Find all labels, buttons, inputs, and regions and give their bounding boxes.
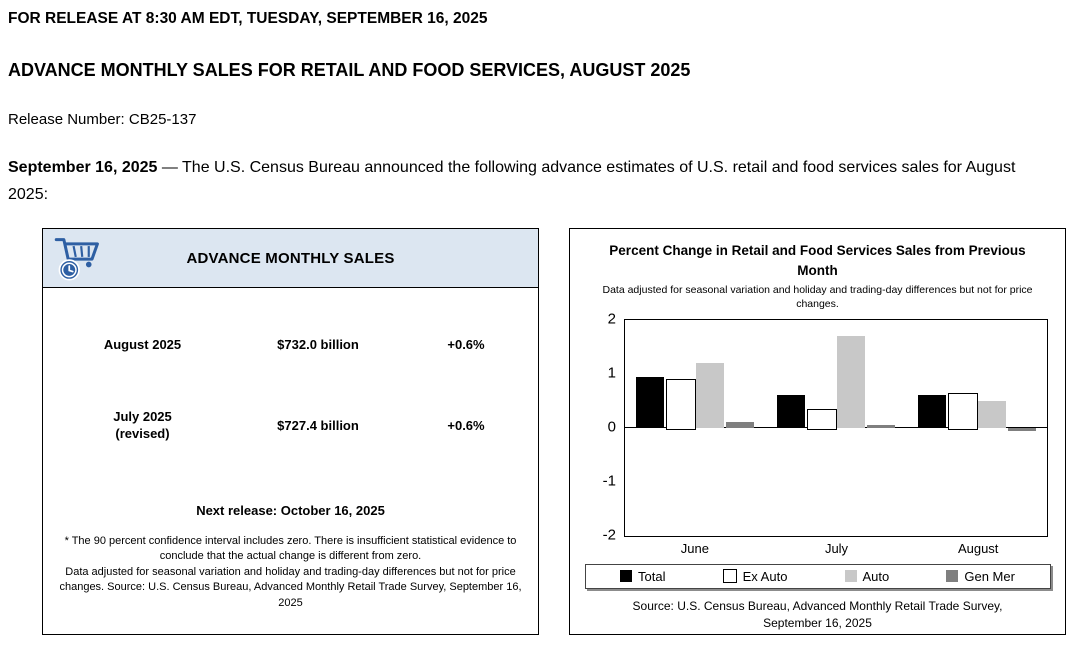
bar-ex-auto-july <box>807 408 837 430</box>
sales-box-title: ADVANCE MONTHLY SALES <box>186 249 395 267</box>
release-line: FOR RELEASE AT 8:30 AM EDT, TUESDAY, SEP… <box>8 10 488 27</box>
legend-label-total: Total <box>638 568 666 584</box>
shopping-cart-clock-icon <box>53 232 105 284</box>
bar-total-august <box>917 395 946 428</box>
bar-gen-mer-august <box>1007 427 1036 431</box>
bar-auto-july <box>837 336 865 428</box>
intro-date: September 16, 2025 <box>8 159 158 176</box>
bar-auto-august <box>977 400 1006 428</box>
period-label: July 2025 (revised) <box>113 408 172 442</box>
x-axis-labels: June July August <box>624 541 1049 556</box>
chart-area: 2 1 0 -1 -2 <box>592 310 1057 543</box>
content-columns: ADVANCE MONTHLY SALES August 2025 $732.0… <box>42 228 1067 636</box>
sales-value: $732.0 billion <box>277 337 359 353</box>
y-axis-tick-label: -2 <box>602 526 616 544</box>
bar-total-june <box>636 376 665 428</box>
y-axis-tick-label: 1 <box>607 364 616 382</box>
x-axis-label-june: June <box>680 540 709 556</box>
press-release-page: FOR RELEASE AT 8:30 AM EDT, TUESDAY, SEP… <box>8 10 1067 636</box>
y-axis-tick-label: -1 <box>602 472 616 490</box>
legend-label-gen-mer: Gen Mer <box>964 568 1015 584</box>
bar-gen-mer-june <box>726 422 755 428</box>
y-axis-tick-label: 0 <box>607 418 616 436</box>
x-axis-label-august: August <box>957 540 999 556</box>
legend-item-gen-mer: Gen Mer <box>946 569 1015 584</box>
percent-change: +0.6% <box>447 417 485 433</box>
sales-row-august: August 2025 $732.0 billion +0.6% <box>55 336 526 354</box>
chart-legend: Total Ex Auto Auto Gen Mer <box>584 563 1051 589</box>
footnote-confidence: * The 90 percent confidence interval inc… <box>64 535 517 563</box>
legend-label-ex-auto: Ex Auto <box>742 568 788 584</box>
sales-value: $727.4 billion <box>277 417 359 433</box>
legend-swatch-ex-auto <box>722 569 737 584</box>
x-axis-label-july: July <box>824 540 849 556</box>
chart-title: Percent Change in Retail and Food Servic… <box>609 243 1026 278</box>
y-axis-tick-label: 2 <box>607 310 616 328</box>
sales-box-body: August 2025 $732.0 billion +0.6% July 20… <box>43 288 538 634</box>
legend-item-auto: Auto <box>844 568 890 584</box>
legend-label-auto: Auto <box>862 568 890 584</box>
legend-item-total: Total <box>620 568 666 584</box>
next-release-line: Next release: October 16, 2025 <box>196 503 385 519</box>
bar-total-july <box>777 395 805 428</box>
release-number: Release Number: CB25-137 <box>8 111 197 128</box>
bar-gen-mer-july <box>867 425 895 428</box>
legend-swatch-total <box>620 570 633 583</box>
legend-item-ex-auto: Ex Auto <box>722 568 788 584</box>
chart-subtitle: Data adjusted for seasonal variation and… <box>602 283 1033 310</box>
sales-box-footnote: * The 90 percent confidence interval inc… <box>55 534 526 611</box>
bar-ex-auto-august <box>947 392 978 430</box>
y-axis: 2 1 0 -1 -2 <box>592 310 624 543</box>
bar-ex-auto-june <box>666 379 697 430</box>
percent-change-chart-box: Percent Change in Retail and Food Servic… <box>569 228 1066 636</box>
intro-text: — The U.S. Census Bureau announced the f… <box>8 159 1016 204</box>
document-title: ADVANCE MONTHLY SALES FOR RETAIL AND FOO… <box>8 60 691 80</box>
percent-change: +0.6% <box>447 337 485 353</box>
intro-paragraph: September 16, 2025 — The U.S. Census Bur… <box>8 154 1018 208</box>
legend-swatch-auto <box>844 570 857 583</box>
footnote-adjustment-source: Data adjusted for seasonal variation and… <box>59 565 522 609</box>
sales-box-header: ADVANCE MONTHLY SALES <box>43 229 538 289</box>
advance-monthly-sales-box: ADVANCE MONTHLY SALES August 2025 $732.0… <box>42 228 539 636</box>
bar-plot <box>624 318 1048 537</box>
bar-auto-june <box>696 363 725 428</box>
chart-source: Source: U.S. Census Bureau, Advanced Mon… <box>632 598 1003 631</box>
legend-swatch-gen-mer <box>946 570 959 583</box>
period-label: August 2025 <box>103 337 182 353</box>
sales-row-july: July 2025 (revised) $727.4 billion +0.6% <box>55 408 526 443</box>
